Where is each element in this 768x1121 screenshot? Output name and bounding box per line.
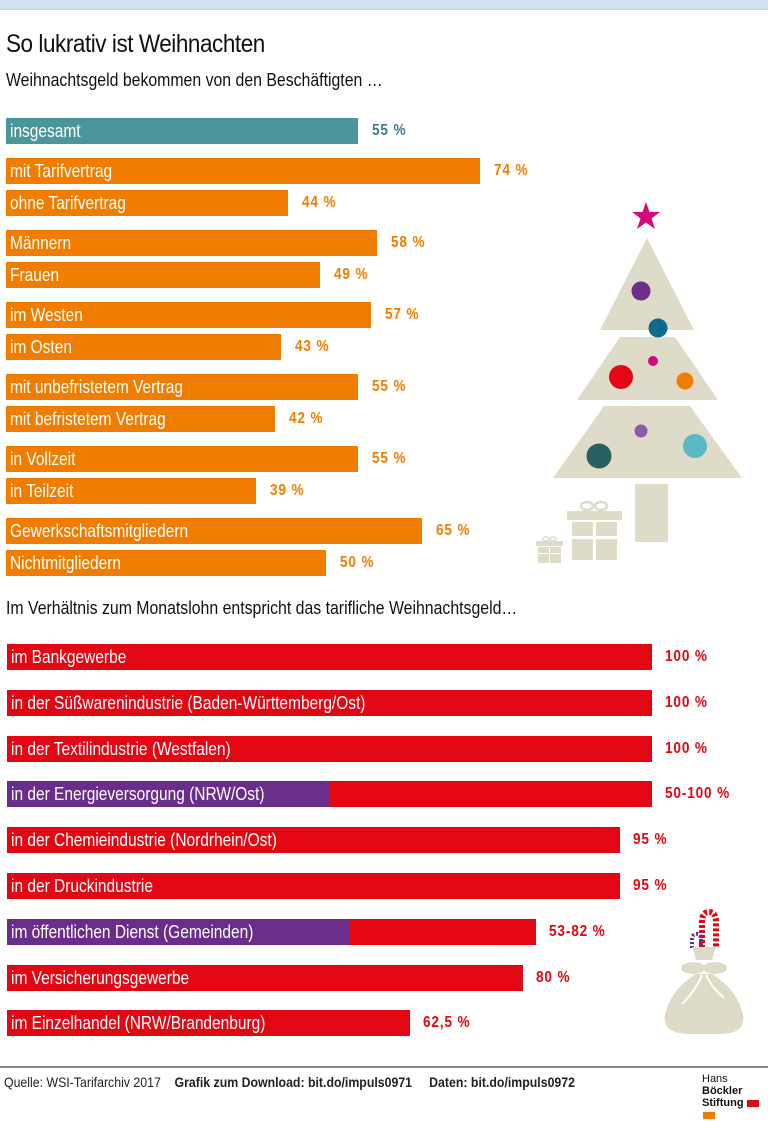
data-link[interactable]: Daten: bit.do/impuls0972 — [429, 1074, 575, 1090]
ornament — [634, 424, 648, 438]
bar-label: mit unbefristetem Vertrag — [10, 377, 183, 397]
value-label: 53-82 % — [548, 922, 606, 940]
star-icon — [632, 202, 660, 229]
ornament — [609, 365, 633, 389]
bar: im Einzelhandel (NRW/Brandenburg) — [7, 1010, 411, 1037]
value-label: 55 % — [372, 450, 407, 467]
bar-label: in der Energieversorgung (NRW/Ost) — [11, 784, 265, 805]
bar-label: Gewerkschaftsmitgliedern — [10, 521, 189, 541]
bar-label: in Vollzeit — [10, 449, 76, 469]
value-label: 55 % — [372, 378, 407, 395]
christmas-tree-icon — [536, 202, 742, 563]
bar: in Teilzeit — [6, 478, 256, 504]
value-label: 95 % — [632, 877, 668, 894]
value-label: 50 % — [340, 554, 375, 571]
bar: in der Druckindustrie — [7, 873, 620, 899]
bar-label: ohne Tarifvertrag — [10, 193, 126, 213]
bar-label: insgesamt — [10, 121, 81, 141]
bar: im öffentlichen Dienst (Gemeinden) — [7, 918, 536, 945]
bar-label: im Bankgewerbe — [11, 647, 127, 667]
bar: insgesamt — [6, 118, 358, 144]
bar-label: im Westen — [10, 305, 83, 325]
value-label: 100 % — [665, 648, 708, 665]
bar: Frauen — [6, 262, 320, 288]
bar-label: mit Tarifvertrag — [10, 161, 113, 181]
bar: Nichtmitgliedern — [6, 550, 326, 576]
value-label: 100 % — [665, 693, 708, 711]
value-label: 57 % — [384, 306, 420, 323]
download-link[interactable]: Grafik zum Download: bit.do/impuls0971 — [174, 1074, 413, 1090]
bar: Männern — [6, 230, 378, 256]
value-label: 44 % — [301, 194, 336, 211]
tree-tier-bottom — [553, 406, 742, 478]
value-label: 49 % — [333, 266, 368, 283]
value-label: 43 % — [295, 338, 330, 355]
ornament — [648, 318, 668, 338]
footer-divider — [0, 1066, 768, 1068]
bar-label: in der Textilindustrie (Westfalen) — [11, 738, 231, 759]
bar: in der Chemieindustrie (Nordrhein/Ost) — [7, 827, 620, 854]
bar-label: Männern — [10, 233, 72, 253]
sack-icon — [664, 908, 744, 1034]
bar-label: im Versicherungsgewerbe — [11, 967, 190, 988]
bar: im Osten — [6, 334, 282, 360]
range-min-segment — [7, 781, 330, 808]
bar: mit Tarifvertrag — [6, 158, 480, 184]
value-label: 65 % — [436, 522, 471, 539]
ornament — [648, 356, 658, 366]
gift-icon — [567, 500, 622, 560]
value-label: 50-100 % — [665, 785, 731, 803]
value-label: 80 % — [536, 968, 571, 986]
tree-trunk — [635, 484, 668, 542]
bar-label: in der Druckindustrie — [11, 876, 153, 896]
bar-label: in der Süßwarenindustrie (Baden-Württemb… — [11, 692, 366, 713]
bar: im Westen — [6, 302, 371, 328]
bar-label: Frauen — [10, 265, 60, 285]
ornament — [586, 443, 612, 469]
gift-small-icon — [536, 536, 563, 563]
ornament — [676, 372, 694, 390]
bar-label: Nichtmitgliedern — [10, 553, 121, 573]
value-label: 42 % — [288, 410, 324, 427]
bar: in der Textilindustrie (Westfalen) — [7, 735, 652, 762]
bar: in Vollzeit — [6, 446, 358, 472]
ornament — [683, 434, 707, 458]
bar: im Bankgewerbe — [7, 644, 652, 670]
top-strip — [0, 0, 768, 10]
tree-tier-mid — [577, 337, 718, 400]
value-label: 74 % — [493, 162, 528, 179]
value-label: 58 % — [391, 234, 426, 251]
value-label: 39 % — [269, 482, 304, 499]
bar-label: mit befristetem Vertrag — [10, 409, 166, 429]
bar-label: im öffentlichen Dienst (Gemeinden) — [11, 921, 254, 942]
logo: Hans Böckler Stiftung — [702, 1073, 768, 1121]
value-label: 62,5 % — [423, 1014, 471, 1032]
bar: in der Energieversorgung (NRW/Ost) — [7, 781, 652, 808]
ornament — [631, 281, 651, 301]
bar: Gewerkschaftsmitgliedern — [6, 518, 422, 544]
chart1-subtitle: Weihnachtsgeld bekommen von den Beschäft… — [6, 70, 383, 90]
source-text: Quelle: WSI-Tarifarchiv 2017 — [4, 1074, 161, 1090]
bar: mit befristetem Vertrag — [6, 406, 275, 432]
value-label: 100 % — [665, 739, 708, 757]
bar: in der Süßwarenindustrie (Baden-Württemb… — [7, 689, 652, 716]
value-label: 95 % — [632, 831, 668, 849]
logo-red-square — [746, 1099, 759, 1107]
candy-cane-icon — [690, 908, 719, 948]
range-min-segment — [7, 918, 349, 945]
value-label: 55 % — [372, 122, 407, 139]
bar: ohne Tarifvertrag — [6, 190, 288, 216]
bar-label: im Osten — [10, 337, 72, 357]
footer: Quelle: WSI-Tarifarchiv 2017 Grafik zum … — [4, 1074, 575, 1090]
page-title: So lukrativ ist Weihnachten — [6, 30, 265, 58]
chart2-subtitle: Im Verhältnis zum Monatslohn entspricht … — [6, 598, 518, 618]
bar-label: in Teilzeit — [10, 481, 74, 501]
bar-label: in der Chemieindustrie (Nordrhein/Ost) — [11, 830, 277, 851]
logo-orange-square — [703, 1111, 715, 1119]
bar-label: im Einzelhandel (NRW/Brandenburg) — [11, 1013, 266, 1034]
bar: im Versicherungsgewerbe — [7, 964, 523, 991]
bar: mit unbefristetem Vertrag — [6, 374, 358, 400]
